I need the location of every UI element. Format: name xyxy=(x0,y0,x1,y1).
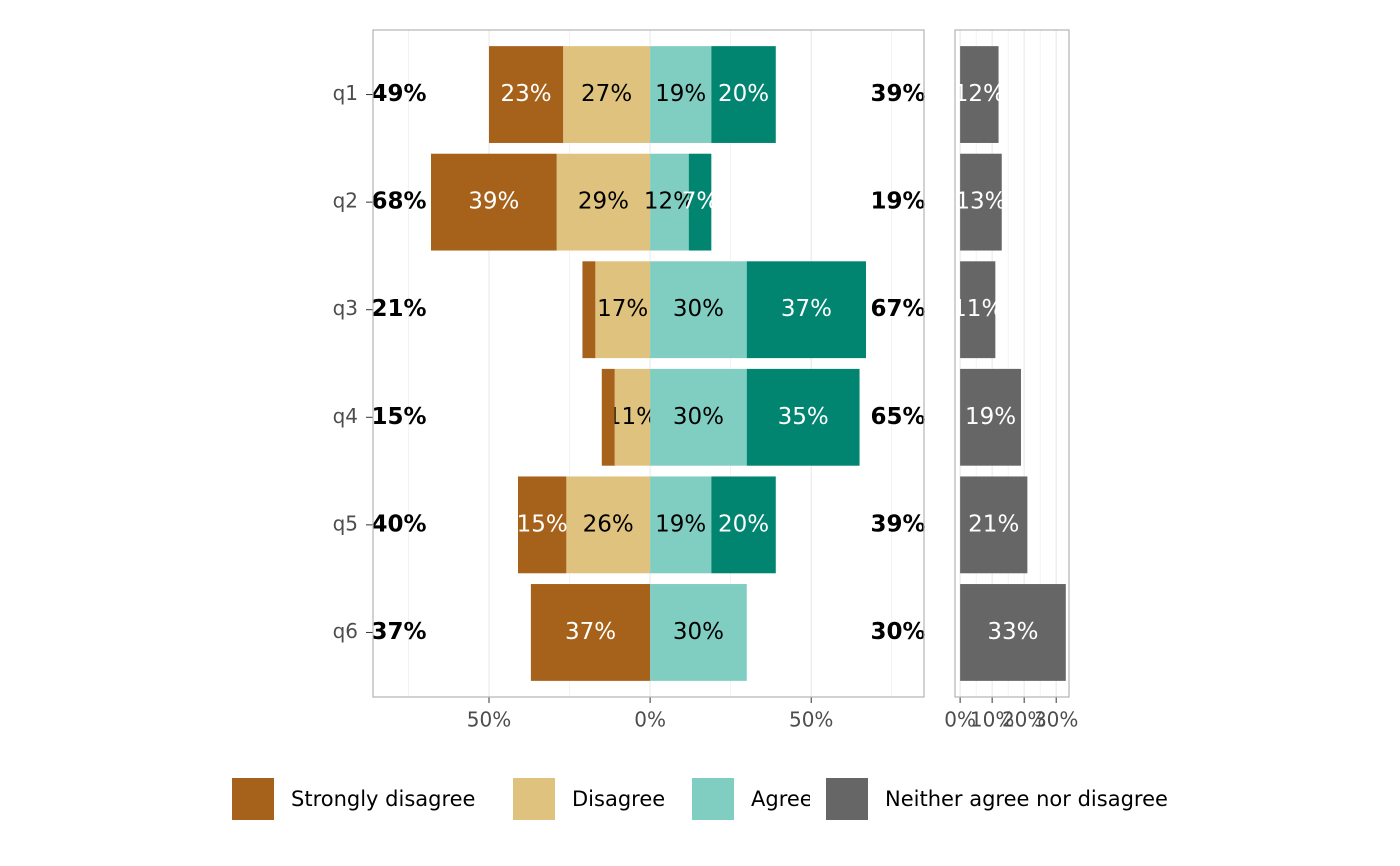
left-total: 15% xyxy=(371,404,426,430)
bar-segment xyxy=(650,153,689,251)
y-tick-label: q3 xyxy=(333,296,358,320)
data-label: 17% xyxy=(597,296,648,322)
y-tick-label: q5 xyxy=(333,511,358,535)
data-label: 19% xyxy=(655,81,706,107)
data-label: 29% xyxy=(578,189,629,215)
bar-segment xyxy=(582,261,596,359)
data-label: 20% xyxy=(718,81,769,107)
bar-segment xyxy=(518,476,567,574)
bar-segment xyxy=(614,368,651,466)
y-tick-label: q1 xyxy=(333,81,358,105)
bar-segment xyxy=(746,261,866,359)
data-label: 23% xyxy=(500,81,551,107)
bar xyxy=(960,153,1002,251)
data-label: 26% xyxy=(583,511,634,537)
right-total: 39% xyxy=(870,81,925,107)
panel-border xyxy=(372,29,925,698)
bar xyxy=(960,368,1021,466)
bar-segment xyxy=(563,46,651,143)
y-tick-label: q2 xyxy=(333,189,358,213)
x-tick-label: 10% xyxy=(970,708,1014,732)
data-label: 19% xyxy=(655,511,706,537)
panel-border xyxy=(954,29,1070,698)
bar xyxy=(960,261,996,359)
bar-segment xyxy=(650,476,712,574)
legend-key xyxy=(692,778,734,820)
data-label: 11% xyxy=(607,404,658,430)
x-tick-label: 0% xyxy=(634,708,666,732)
bar xyxy=(960,584,1066,681)
bar-segment xyxy=(530,584,651,681)
bar-segment xyxy=(650,46,712,143)
data-label: 27% xyxy=(581,81,632,107)
right-total: 67% xyxy=(870,296,925,322)
bar-segment xyxy=(650,368,747,466)
data-label: 12% xyxy=(954,81,1005,107)
x-tick-label: 30% xyxy=(1034,708,1078,732)
bar-segment xyxy=(431,153,557,251)
data-label: 20% xyxy=(718,511,769,537)
legend-label: Neither agree nor disagree xyxy=(885,787,1168,811)
legend-label: Disagree xyxy=(572,787,665,811)
data-label: 21% xyxy=(968,511,1019,537)
legend-key xyxy=(232,778,274,820)
data-label: 19% xyxy=(965,404,1016,430)
data-label: 30% xyxy=(673,404,724,430)
data-label: 39% xyxy=(468,189,519,215)
data-label: 15% xyxy=(517,511,568,537)
data-label: 30% xyxy=(673,619,724,645)
bar-segment xyxy=(601,368,615,466)
x-tick-label: 0% xyxy=(944,708,976,732)
right-total: 30% xyxy=(870,619,925,645)
left-total: 37% xyxy=(371,619,426,645)
y-tick-label: q4 xyxy=(333,404,358,428)
right-total: 65% xyxy=(870,404,925,430)
left-total: 21% xyxy=(371,296,426,322)
bar-segment xyxy=(688,153,712,251)
left-total: 68% xyxy=(371,189,426,215)
x-tick-label: 20% xyxy=(1002,708,1046,732)
legend-label: Agree xyxy=(751,787,813,811)
legend-key xyxy=(826,778,868,820)
data-label: 12% xyxy=(644,189,695,215)
data-label: 37% xyxy=(565,619,616,645)
left-total: 49% xyxy=(371,81,426,107)
right-total: 19% xyxy=(870,189,925,215)
data-label: 37% xyxy=(781,296,832,322)
legend-label: Strongly disagree xyxy=(291,787,475,811)
x-tick-label: 50% xyxy=(789,708,833,732)
data-label: 35% xyxy=(778,404,829,430)
y-tick-label: q6 xyxy=(333,619,358,643)
right-total: 39% xyxy=(870,511,925,537)
bar-segment xyxy=(566,476,651,574)
bar-segment xyxy=(489,46,564,143)
data-label: 33% xyxy=(987,619,1038,645)
data-label: 30% xyxy=(673,296,724,322)
bar-segment xyxy=(556,153,651,251)
x-tick-label: 50% xyxy=(467,708,511,732)
bar-segment xyxy=(595,261,651,359)
data-label: 7% xyxy=(682,189,719,215)
bar-segment xyxy=(746,368,860,466)
bar-segment xyxy=(711,46,776,143)
data-label: 13% xyxy=(955,189,1006,215)
bar xyxy=(960,46,999,143)
left-total: 40% xyxy=(371,511,426,537)
bar-segment xyxy=(711,476,776,574)
bar-segment xyxy=(650,584,747,681)
data-label: 11% xyxy=(952,296,1003,322)
legend-key xyxy=(513,778,555,820)
bar xyxy=(960,476,1028,574)
bar-segment xyxy=(650,261,747,359)
